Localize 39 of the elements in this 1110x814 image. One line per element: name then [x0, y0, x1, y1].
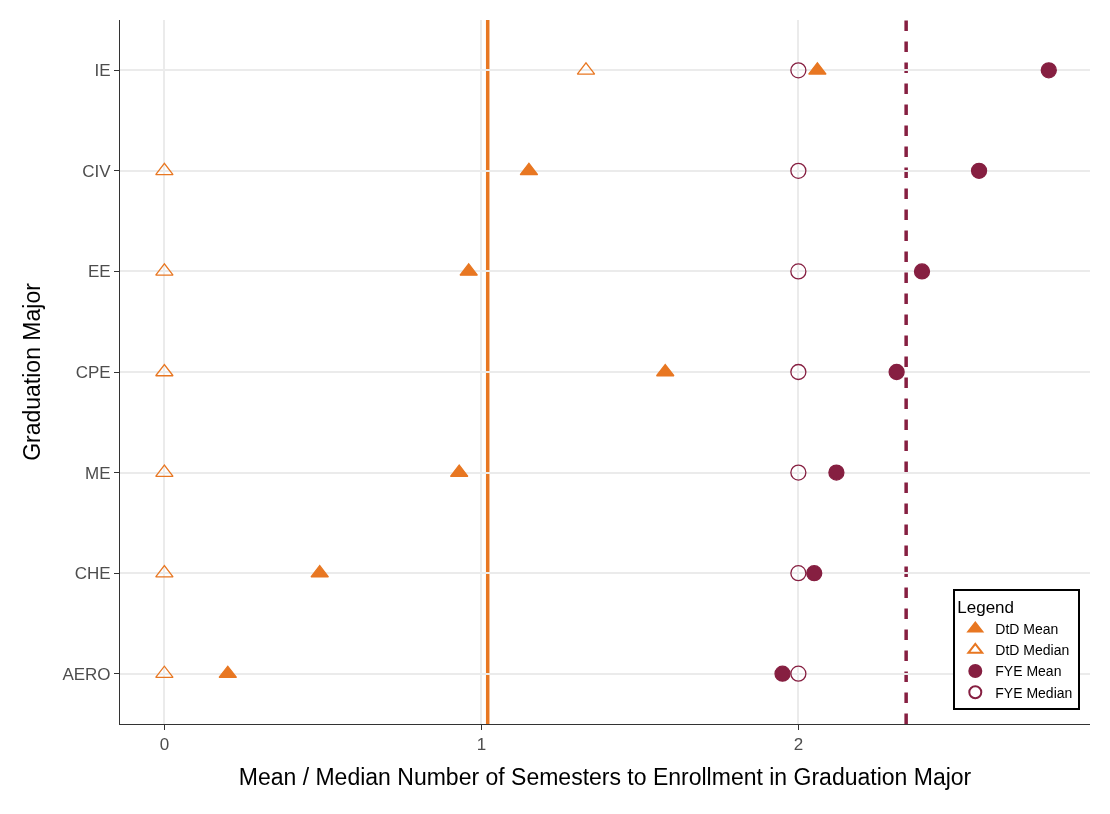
- point: [790, 665, 807, 682]
- point: [519, 162, 539, 176]
- legend-label: DtD Median: [995, 642, 1070, 659]
- legend-label: FYE Median: [995, 684, 1073, 701]
- point: [790, 263, 807, 280]
- point: [790, 564, 807, 582]
- point: [790, 464, 807, 481]
- x-axis-title: Mean / Median Number of Semesters to Enrollment in Graduation Major: [238, 764, 972, 790]
- point: [828, 464, 845, 481]
- point: [970, 162, 988, 179]
- point: [155, 665, 174, 679]
- x-tick-label: 0: [159, 735, 170, 755]
- point: [310, 564, 330, 578]
- y-tick-label: ME: [85, 463, 111, 483]
- point: [913, 263, 931, 280]
- point: [155, 564, 174, 578]
- y-axis-title: Graduation Major: [18, 282, 45, 461]
- point: [1040, 62, 1057, 79]
- point: [218, 665, 238, 679]
- y-tick-label: IE: [94, 61, 111, 81]
- point: [655, 363, 675, 377]
- point: [774, 665, 791, 682]
- legend-label: FYE Mean: [995, 663, 1062, 680]
- point: [806, 564, 823, 582]
- y-tick-label: CIV: [82, 161, 112, 181]
- legend-label: DtD Mean: [995, 621, 1059, 638]
- y-tick-label: AERO: [62, 664, 111, 684]
- point: [155, 162, 174, 176]
- y-tick-label: CHE: [74, 564, 111, 584]
- legend-title: Legend: [957, 598, 1015, 618]
- y-tick-label: EE: [87, 262, 111, 282]
- point: [790, 162, 807, 179]
- y-tick-label: CPE: [75, 362, 111, 382]
- point: [790, 363, 807, 381]
- point: [155, 363, 174, 377]
- x-tick-label: 2: [793, 735, 804, 755]
- x-tick-label: 1: [476, 735, 487, 755]
- point: [888, 363, 905, 381]
- point: [790, 62, 807, 79]
